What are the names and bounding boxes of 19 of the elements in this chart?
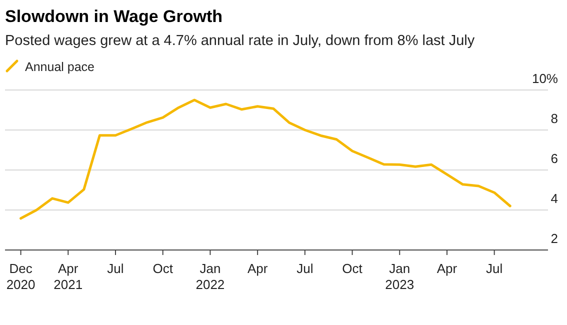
y-tick-label: 10% [532,71,558,86]
legend-label: Annual pace [25,60,95,74]
x-tick-label: Jul [107,261,124,276]
x-tick-label: Dec 2020 [6,261,36,292]
y-tick-label: 6 [550,151,558,166]
x-tick-label: Apr [436,261,458,276]
x-tick-label: Jan 2022 [196,261,225,292]
chart-subtitle: Posted wages grew at a 4.7% annual rate in July, down from 8% last July [5,33,476,49]
x-tick-label: Jul [296,261,314,276]
chart-title: Slowdown in Wage Growth [5,7,223,26]
x-tick-label: Apr 2021 [54,261,83,292]
y-tick-label: 8 [550,111,558,126]
y-tick-label: 4 [550,191,558,206]
x-tick-label: Apr [247,261,268,276]
x-tick-label: Jul [486,261,503,276]
x-tick-label: Jan 2023 [385,261,414,292]
y-tick-label: 2 [550,231,558,246]
x-tick-label: Oct [152,261,174,276]
x-tick-label: Oct [342,261,363,276]
